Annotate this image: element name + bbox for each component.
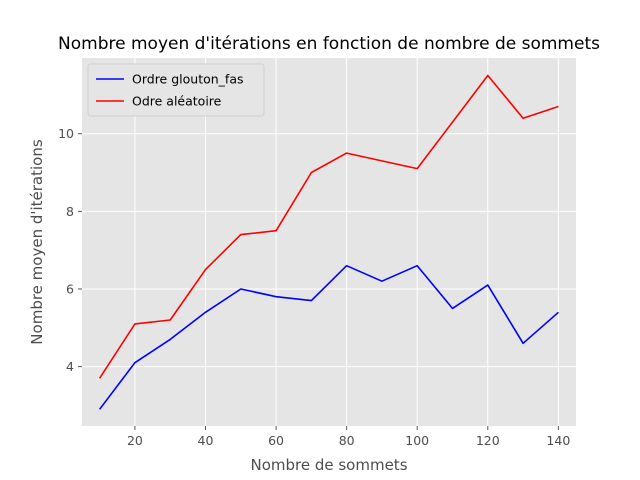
x-tick-label: 100 <box>405 433 429 448</box>
grid-lines <box>82 58 576 426</box>
x-tick-label: 120 <box>476 433 500 448</box>
y-tick-label: 4 <box>66 359 74 374</box>
series-line-1 <box>98 264 559 410</box>
x-tick-label: 60 <box>268 433 284 448</box>
x-tick-label: 140 <box>546 433 570 448</box>
plot-area <box>82 58 576 426</box>
legend: Ordre glouton_fas Odre aléatoire <box>87 63 265 117</box>
x-axis-label: Nombre de sommets <box>250 456 407 474</box>
chart-title: Nombre moyen d'itérations en fonction de… <box>58 34 600 54</box>
y-tick-label: 6 <box>66 281 74 296</box>
legend-label-1: Ordre glouton_fas <box>132 72 244 87</box>
ticks: 20 40 60 80 100 120 140 4 6 8 10 <box>58 126 570 448</box>
y-tick-label: 10 <box>58 126 74 141</box>
legend-label-2: Odre aléatoire <box>132 94 222 109</box>
y-tick-label: 8 <box>66 204 74 219</box>
y-axis-label: Nombre moyen d'itérations <box>28 139 46 345</box>
legend-box <box>87 63 265 117</box>
x-tick-label: 20 <box>127 433 143 448</box>
series-layer <box>98 74 559 410</box>
x-tick-label: 80 <box>339 433 355 448</box>
x-tick-label: 40 <box>198 433 214 448</box>
series-line-2 <box>98 74 559 379</box>
